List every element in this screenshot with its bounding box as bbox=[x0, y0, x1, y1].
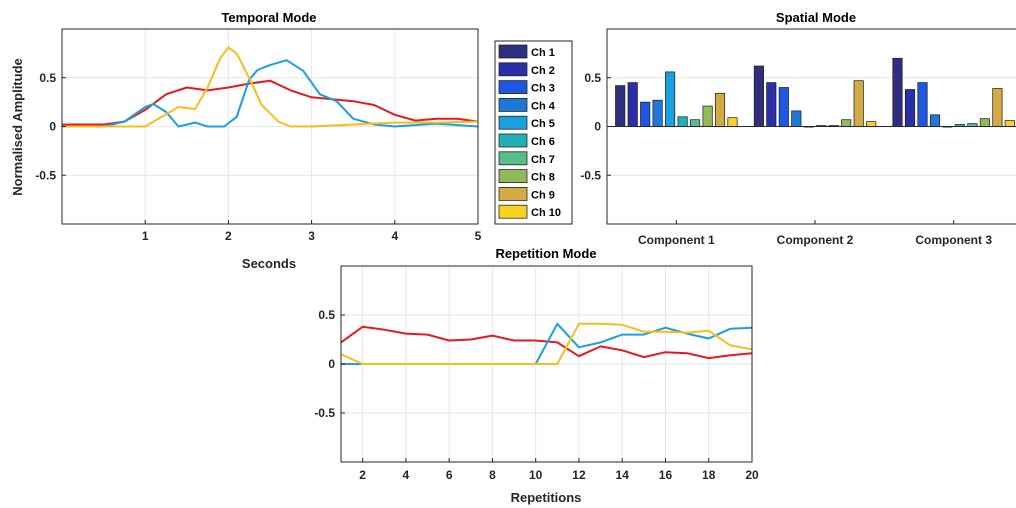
temporal-xlabel: Seconds bbox=[242, 256, 296, 271]
repetition-series-line-3 bbox=[340, 322, 753, 365]
legend-swatch bbox=[498, 151, 528, 166]
repetition-xtick-label: 20 bbox=[745, 468, 759, 482]
spatial-category-label: Component 2 bbox=[777, 233, 854, 247]
legend-label: Ch 6 bbox=[531, 136, 555, 148]
spatial-bar bbox=[766, 82, 777, 127]
legend-label: Ch 7 bbox=[531, 154, 555, 166]
temporal-series-line-2 bbox=[62, 59, 479, 128]
spatial-bar bbox=[866, 121, 877, 127]
temporal-xtick-label: 5 bbox=[475, 229, 482, 243]
spatial-bar bbox=[992, 88, 1003, 127]
legend-swatch bbox=[498, 169, 528, 184]
temporal-ytick-label: 0.5 bbox=[39, 71, 56, 85]
legend-label: Ch 2 bbox=[531, 65, 555, 77]
legend-label: Ch 9 bbox=[531, 189, 555, 201]
spatial-bar bbox=[714, 92, 726, 127]
spatial-ytick-label: 0 bbox=[594, 120, 601, 134]
repetition-panel: Repetition Mode 2 4 6 8 10 12 14 16 18 20 0.5 0 -0.5… bbox=[314, 246, 759, 505]
repetition-xtick-label: 2 bbox=[359, 468, 366, 482]
legend-label: Ch 4 bbox=[531, 100, 556, 112]
temporal-xtick-label: 1 bbox=[142, 229, 149, 243]
spatial-bar bbox=[652, 99, 663, 127]
repetition-xtick-label: 16 bbox=[659, 468, 673, 482]
spatial-bar bbox=[702, 105, 713, 127]
spatial-bar bbox=[677, 116, 688, 127]
repetition-xtick-label: 4 bbox=[403, 468, 410, 482]
spatial-bar bbox=[791, 110, 802, 127]
legend-label: Ch 8 bbox=[531, 172, 555, 184]
temporal-title: Temporal Mode bbox=[221, 10, 316, 25]
repetition-series-line-2 bbox=[341, 322, 753, 365]
spatial-bar bbox=[753, 65, 764, 127]
spatial-bar bbox=[904, 89, 916, 127]
repetition-series-line-1 bbox=[340, 325, 753, 360]
spatial-bar bbox=[615, 85, 626, 127]
temporal-series-line-3 bbox=[62, 46, 479, 128]
repetition-ytick-label: 0 bbox=[328, 357, 335, 371]
repetition-xtick-label: 10 bbox=[529, 468, 543, 482]
spatial-bar bbox=[892, 57, 903, 127]
temporal-ylabel: Normalised Amplitude bbox=[10, 58, 25, 195]
spatial-ytick-label: -0.5 bbox=[580, 168, 601, 182]
temporal-ytick-label: 0 bbox=[49, 120, 56, 134]
legend-label: Ch 5 bbox=[531, 118, 555, 130]
repetition-xtick-label: 14 bbox=[616, 468, 630, 482]
legend-swatch bbox=[498, 98, 528, 112]
spatial-bar bbox=[929, 114, 941, 127]
spatial-ytick-label: 0.5 bbox=[584, 71, 601, 85]
temporal-xtick-label: 3 bbox=[308, 229, 315, 243]
spatial-bar bbox=[1004, 120, 1015, 127]
spatial-panel: Spatial Mode 0.5 0 -0.5 Component 1 Componen… bbox=[580, 10, 1016, 247]
temporal-ytick-label: -0.5 bbox=[35, 168, 56, 182]
spatial-bar bbox=[727, 117, 738, 127]
spatial-title: Spatial Mode bbox=[776, 10, 856, 25]
legend-swatch bbox=[498, 115, 528, 130]
spatial-bar bbox=[690, 119, 701, 127]
legend-swatch bbox=[498, 62, 528, 77]
legend: Ch 1 Ch 2 Ch 3 Ch 4 Ch 5 Ch 6 Ch 7 Ch 8 Ch 9 Ch 1… bbox=[494, 40, 573, 225]
spatial-category-label: Component 3 bbox=[915, 233, 992, 247]
legend-swatch bbox=[498, 204, 528, 219]
temporal-xtick-label: 2 bbox=[225, 229, 232, 243]
repetition-xtick-label: 6 bbox=[446, 468, 453, 482]
spatial-bar bbox=[841, 119, 852, 127]
repetition-xtick-label: 8 bbox=[489, 468, 496, 482]
legend-swatch bbox=[498, 133, 528, 148]
spatial-bar bbox=[627, 82, 638, 127]
repetition-xtick-label: 18 bbox=[702, 468, 716, 482]
temporal-xtick-label: 4 bbox=[391, 229, 398, 243]
spatial-bar bbox=[640, 101, 651, 127]
legend-label: Ch 10 bbox=[531, 207, 561, 219]
spatial-bar bbox=[853, 80, 864, 127]
legend-swatch bbox=[498, 80, 528, 94]
spatial-bar bbox=[665, 71, 676, 127]
repetition-xtick-label: 12 bbox=[572, 468, 586, 482]
repetition-xlabel: Repetitions bbox=[511, 490, 582, 505]
spatial-bar bbox=[917, 82, 928, 127]
temporal-panel: Temporal Mode 1 2 3 4 5 0.5 0 -0.5 Seconds Norm… bbox=[10, 10, 482, 271]
repetition-title: Repetition Mode bbox=[495, 246, 596, 261]
legend-label: Ch 1 bbox=[531, 47, 555, 59]
legend-swatch bbox=[498, 186, 528, 201]
spatial-category-label: Component 1 bbox=[638, 233, 715, 247]
spatial-bar bbox=[778, 87, 789, 127]
repetition-ytick-label: -0.5 bbox=[314, 406, 335, 420]
legend-swatch bbox=[498, 44, 528, 59]
spatial-bar bbox=[979, 118, 990, 127]
legend-label: Ch 3 bbox=[531, 83, 555, 95]
temporal-series-line-1 bbox=[62, 79, 479, 126]
repetition-ytick-label: 0.5 bbox=[318, 308, 335, 322]
